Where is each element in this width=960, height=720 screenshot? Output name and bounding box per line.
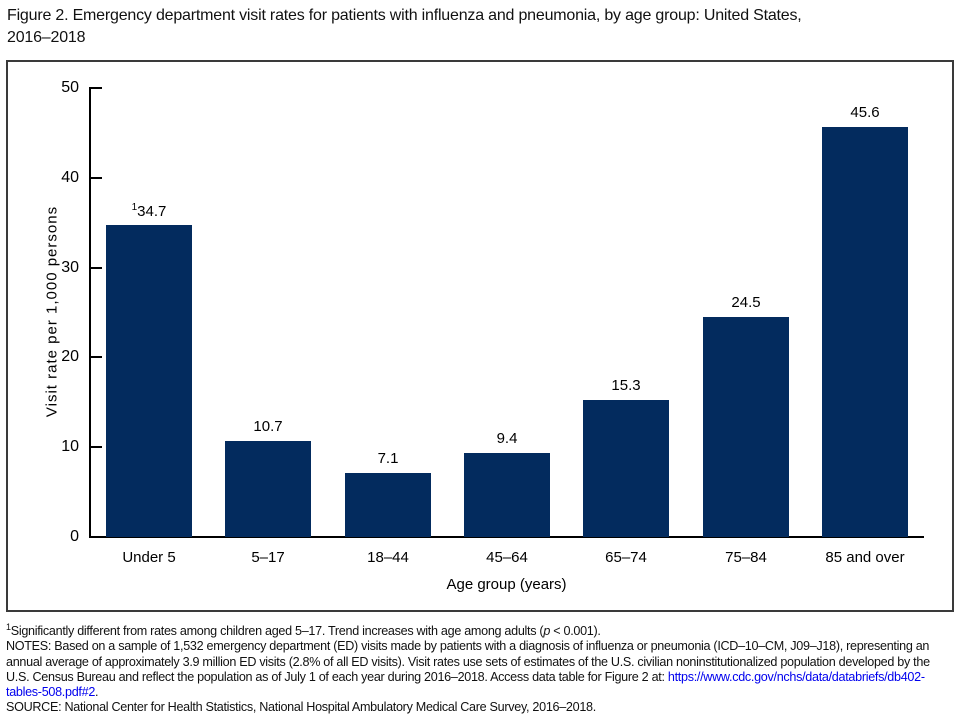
bar [703,317,789,537]
footnote-superscript: 1 [6,622,11,632]
x-axis-title: Age group (years) [446,576,567,593]
bar-value-label: 15.3 [611,377,641,394]
y-axis-tick [91,176,102,179]
y-tick-label: 0 [70,528,79,545]
bar [106,225,192,537]
figure-title: Figure 2. Emergency department visit rat… [7,5,953,49]
x-category-label: 5–17 [251,549,285,566]
bar [464,453,550,537]
y-axis-tick [91,86,102,89]
bar [225,441,311,537]
bar-value-label: 45.6 [850,104,880,121]
x-category-label: 65–74 [605,549,647,566]
p-value-italic: p [543,624,551,639]
y-tick-label: 30 [61,258,79,276]
bar-value-label: 24.5 [731,294,761,311]
bar-value-label: 7.1 [377,450,399,467]
figure-title-line2: 2016–2018 [7,29,86,46]
x-category-label: Under 5 [122,549,176,566]
footnote-notes: NOTES: Based on a sample of 1,532 emerge… [6,639,930,699]
bar-value-label: 10.7 [253,418,283,435]
x-category-label: 45–64 [486,549,528,566]
bar [345,473,431,537]
bar-value-label: 134.7 [131,202,167,220]
data-table-link[interactable]: https://www.cdc.gov/nchs/data/databriefs… [6,669,925,699]
y-tick-label: 10 [61,438,79,456]
y-axis-tick [91,266,102,269]
y-axis-title: Visit rate per 1,000 persons [43,205,61,418]
footnotes: 1Significantly different from rates amon… [6,620,954,715]
y-axis-line [89,87,91,538]
y-axis-tick [91,356,102,359]
x-axis-line [89,536,924,538]
y-axis-tick [91,536,102,538]
x-category-label: 18–44 [367,549,409,566]
x-category-label: 75–84 [725,549,767,566]
footnote-significance: 1Significantly different from rates amon… [6,622,601,639]
y-tick-label: 20 [61,348,79,366]
bar-value-label: 9.4 [496,430,518,447]
figure-title-line1: Figure 2. Emergency department visit rat… [7,7,802,24]
footnote-source: SOURCE: National Center for Health Stati… [6,700,596,715]
y-tick-label: 50 [61,78,79,96]
bar [822,127,908,537]
y-tick-label: 40 [61,168,79,186]
x-category-label: 85 and over [825,549,905,566]
significance-superscript: 1 [131,202,138,213]
y-axis-tick [91,446,102,449]
bar [583,400,669,537]
